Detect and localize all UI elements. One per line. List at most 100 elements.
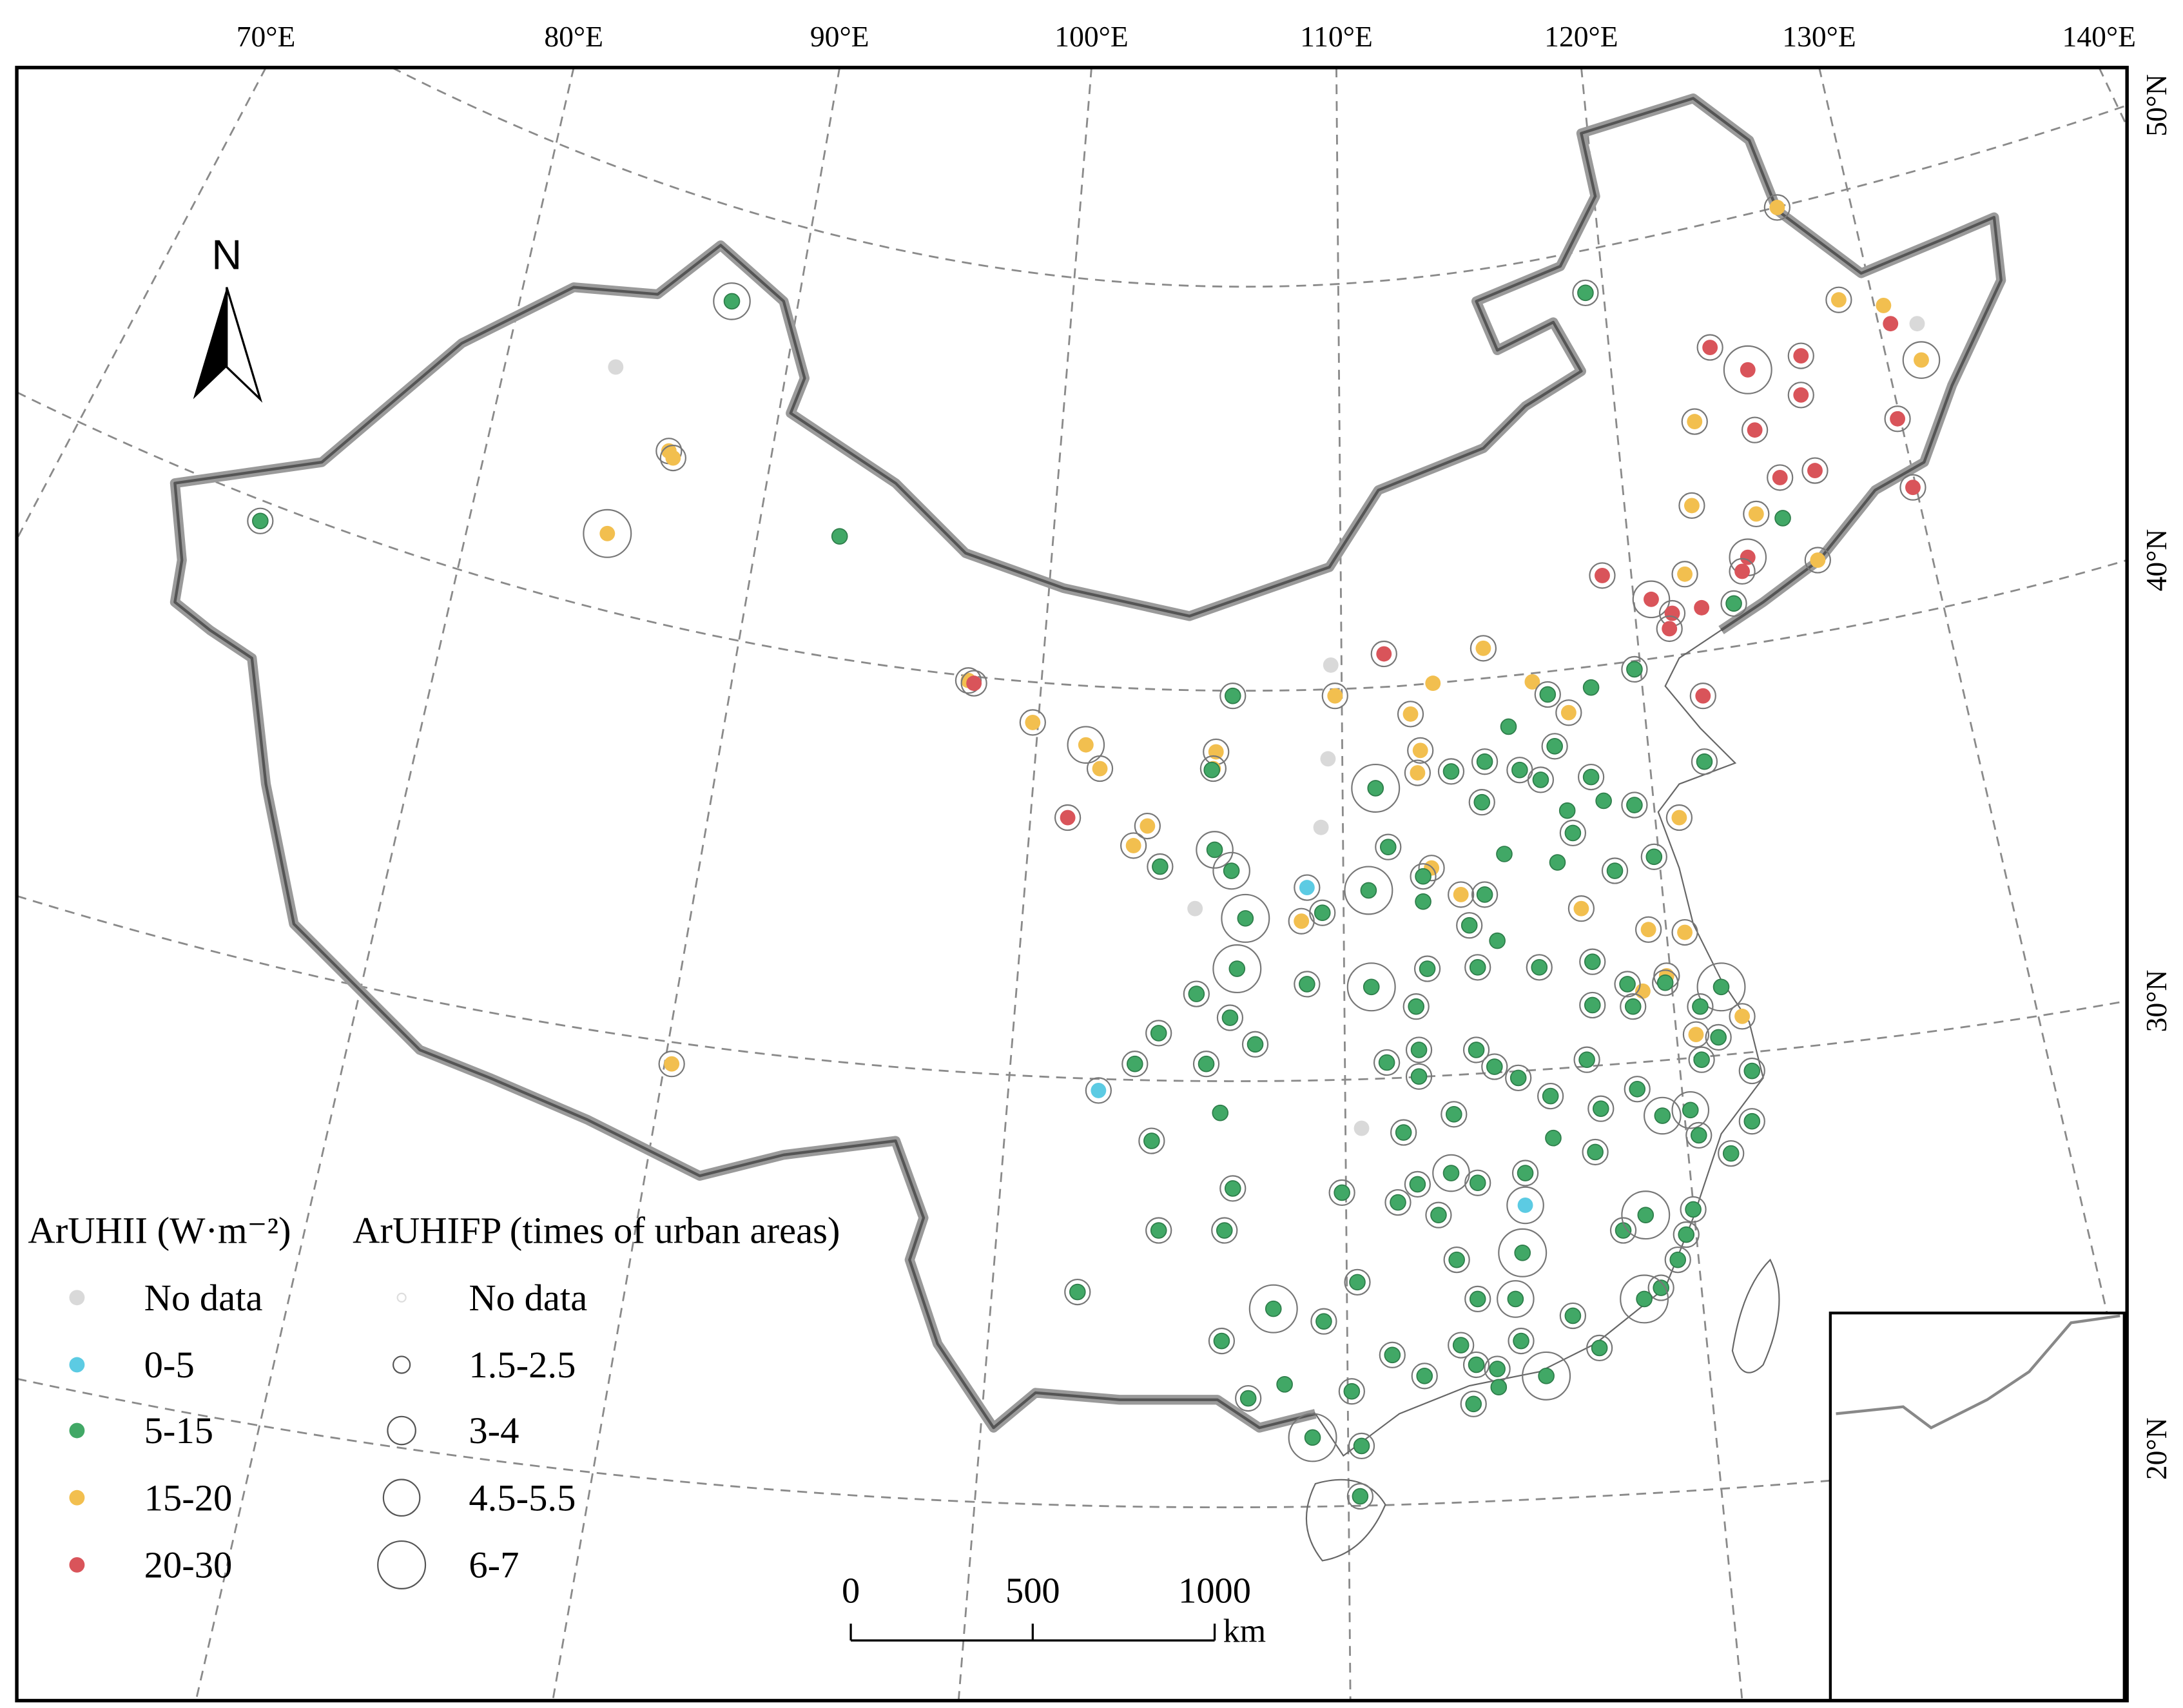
city-dot bbox=[1531, 959, 1548, 976]
city-dot bbox=[1619, 976, 1636, 993]
footprint-ring bbox=[1471, 881, 1499, 908]
footprint-ring bbox=[1680, 1196, 1707, 1223]
city-dot bbox=[1560, 704, 1577, 721]
footprint-ring bbox=[1804, 547, 1831, 574]
footprint-ring bbox=[658, 1051, 685, 1078]
footprint-ring bbox=[1787, 382, 1814, 409]
footprint-ring bbox=[1443, 1247, 1470, 1274]
footprint-ring bbox=[1470, 635, 1497, 662]
footprint-ring bbox=[1572, 279, 1599, 306]
city-dot bbox=[1228, 960, 1246, 977]
city-dot bbox=[831, 528, 848, 545]
city-dot bbox=[1539, 686, 1557, 703]
legend-label: No data bbox=[469, 1277, 587, 1319]
city-dot bbox=[1656, 974, 1674, 991]
city-dot bbox=[1415, 893, 1431, 910]
city-dot bbox=[1677, 924, 1693, 940]
footprint-ring bbox=[1448, 881, 1475, 908]
city-dot bbox=[1664, 605, 1680, 621]
footprint-ring bbox=[583, 509, 632, 558]
footprint-ring bbox=[1121, 1051, 1149, 1078]
legend-swatch bbox=[69, 1290, 85, 1306]
city-dot bbox=[1595, 792, 1612, 810]
city-dot bbox=[1582, 768, 1600, 786]
footprint-ring bbox=[1407, 737, 1434, 764]
footprint-ring bbox=[1375, 833, 1402, 860]
footprint-ring bbox=[960, 670, 987, 697]
footprint-ring bbox=[1609, 1217, 1637, 1244]
city-dot bbox=[1637, 1207, 1654, 1223]
legend-label: 20-30 bbox=[144, 1544, 233, 1586]
footprint-ring bbox=[1321, 683, 1348, 710]
city-dot bbox=[1323, 657, 1339, 673]
city-dot bbox=[1595, 567, 1610, 583]
city-dot bbox=[1126, 1055, 1143, 1072]
city-dot bbox=[1890, 411, 1906, 427]
footprint-ring bbox=[1054, 804, 1082, 831]
city-dot bbox=[1769, 199, 1785, 215]
footprint-ring bbox=[1373, 1049, 1401, 1076]
footprint-ring bbox=[1656, 615, 1683, 643]
footprint-ring bbox=[1620, 993, 1647, 1020]
lon-label: 140°E bbox=[2062, 20, 2136, 53]
footprint-ring bbox=[1579, 948, 1606, 975]
footprint-ring bbox=[1145, 1217, 1172, 1244]
lat-label: 20°N bbox=[2140, 1417, 2173, 1480]
footprint-ring bbox=[1370, 640, 1397, 668]
city-dot bbox=[1304, 1429, 1321, 1446]
city-dot bbox=[1060, 810, 1076, 826]
footprint-ring bbox=[1640, 843, 1667, 870]
city-dot bbox=[1671, 810, 1687, 826]
legend-swatch bbox=[69, 1557, 85, 1573]
footprint-ring bbox=[1899, 474, 1926, 501]
footprint-ring bbox=[1559, 819, 1587, 847]
footprint-ring bbox=[1019, 709, 1046, 736]
footprint-ring bbox=[1696, 334, 1723, 361]
city-dot bbox=[665, 450, 681, 466]
city-dot bbox=[1412, 742, 1428, 759]
footprint-ring bbox=[1884, 405, 1911, 432]
legend-label: 5-15 bbox=[144, 1410, 213, 1451]
footprint-ring bbox=[1468, 789, 1495, 816]
footprint-ring bbox=[1460, 1390, 1487, 1417]
footprint-ring bbox=[1086, 755, 1114, 782]
footprint-ring bbox=[1294, 971, 1321, 998]
footprint-ring bbox=[1696, 962, 1746, 1012]
city-dot bbox=[1584, 953, 1601, 970]
city-dot bbox=[1376, 646, 1392, 662]
city-dot bbox=[1092, 761, 1108, 777]
city-dot bbox=[1725, 595, 1742, 612]
footprint-ring bbox=[1508, 1327, 1535, 1355]
footprint-ring bbox=[1671, 918, 1698, 946]
footprint-ring bbox=[1526, 954, 1553, 981]
footprint-ring bbox=[1346, 962, 1396, 1012]
city-dot bbox=[1615, 1222, 1632, 1239]
inset-frame bbox=[1829, 1311, 2126, 1702]
footprint-ring bbox=[1678, 492, 1705, 519]
city-dot bbox=[1542, 1087, 1559, 1105]
footprint-ring bbox=[247, 507, 274, 534]
city-dot bbox=[1532, 772, 1549, 788]
city-dot bbox=[1692, 998, 1709, 1015]
city-dot bbox=[1363, 978, 1380, 996]
lat-label: 40°N bbox=[2140, 529, 2173, 592]
city-dot bbox=[1198, 1055, 1215, 1072]
footprint-ring bbox=[1577, 763, 1605, 791]
footprint-ring bbox=[1620, 1274, 1669, 1324]
city-dot bbox=[1320, 751, 1336, 767]
city-dot bbox=[1592, 1100, 1609, 1117]
map-frame bbox=[15, 66, 2129, 1703]
city-dot bbox=[966, 675, 982, 692]
city-dot bbox=[1578, 1051, 1595, 1068]
scale-label: 500 bbox=[1005, 1571, 1060, 1611]
footprint-ring bbox=[1579, 991, 1606, 1019]
footprint-ring bbox=[1235, 1384, 1262, 1412]
city-dot bbox=[1712, 978, 1730, 996]
city-dot bbox=[1465, 1395, 1482, 1413]
city-dot bbox=[1677, 566, 1693, 582]
city-dot bbox=[1748, 506, 1764, 522]
footprint-ring bbox=[1404, 759, 1431, 786]
city-dot bbox=[1143, 1132, 1160, 1149]
lat-label: 50°N bbox=[2140, 74, 2173, 137]
